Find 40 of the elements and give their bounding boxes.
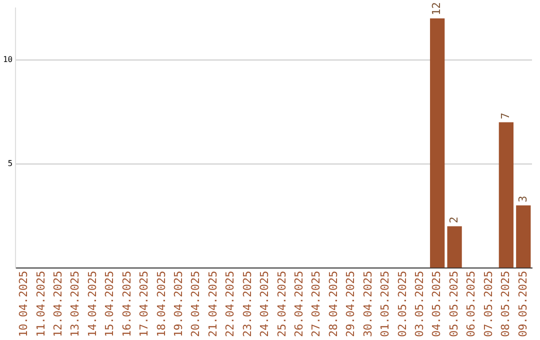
x-tick-label: 17.04.2025 — [138, 270, 151, 338]
x-tick-label: 16.04.2025 — [120, 270, 134, 338]
x-tick-label: 24.04.2025 — [258, 270, 272, 338]
x-tick-label: 29.04.2025 — [344, 270, 358, 338]
x-tick-label: 18.04.2025 — [154, 270, 168, 338]
x-tick-label: 07.05.2025 — [482, 270, 495, 338]
x-tick-label: 08.05.2025 — [499, 270, 512, 338]
x-tick-label: 22.04.2025 — [224, 270, 237, 338]
x-tick-label: 19.04.2025 — [172, 270, 186, 338]
x-tick-label: 23.04.2025 — [240, 270, 254, 338]
bar — [516, 205, 531, 268]
x-tick-label: 13.04.2025 — [68, 270, 82, 338]
x-tick-label: 01.05.2025 — [378, 270, 392, 338]
data-label: 2 — [447, 216, 460, 224]
x-tick-label: 03.05.2025 — [412, 270, 426, 338]
x-tick-label: 15.04.2025 — [103, 270, 116, 338]
data-label: 12 — [430, 2, 444, 16]
x-tick-label: 12.04.2025 — [52, 270, 65, 338]
x-tick-label: 28.04.2025 — [326, 270, 340, 338]
bar — [430, 18, 445, 268]
y-tick-label: 10 — [2, 55, 13, 64]
y-tick-label: 5 — [8, 158, 13, 168]
x-tick-label: 09.05.2025 — [516, 270, 530, 338]
x-tick-label: 30.04.2025 — [361, 270, 374, 338]
x-tick-label: 21.04.2025 — [206, 270, 220, 338]
x-tick-label: 06.05.2025 — [464, 270, 478, 338]
x-tick-label: 02.05.2025 — [396, 270, 409, 338]
bar — [447, 226, 462, 268]
data-label: 7 — [499, 112, 512, 120]
x-tick-label: 11.04.2025 — [34, 270, 48, 338]
x-tick-label: 26.04.2025 — [292, 270, 306, 338]
x-tick-label: 25.04.2025 — [275, 270, 288, 338]
x-tick-label: 05.05.2025 — [447, 270, 460, 338]
x-tick-label: 27.04.2025 — [310, 270, 323, 338]
x-tick-label: 04.05.2025 — [430, 270, 444, 338]
bar — [498, 122, 514, 268]
x-tick-label: 10.04.2025 — [17, 270, 30, 338]
x-tick-label: 14.04.2025 — [86, 270, 99, 338]
x-tick-label: 20.04.2025 — [189, 270, 202, 338]
data-label: 3 — [516, 196, 530, 202]
